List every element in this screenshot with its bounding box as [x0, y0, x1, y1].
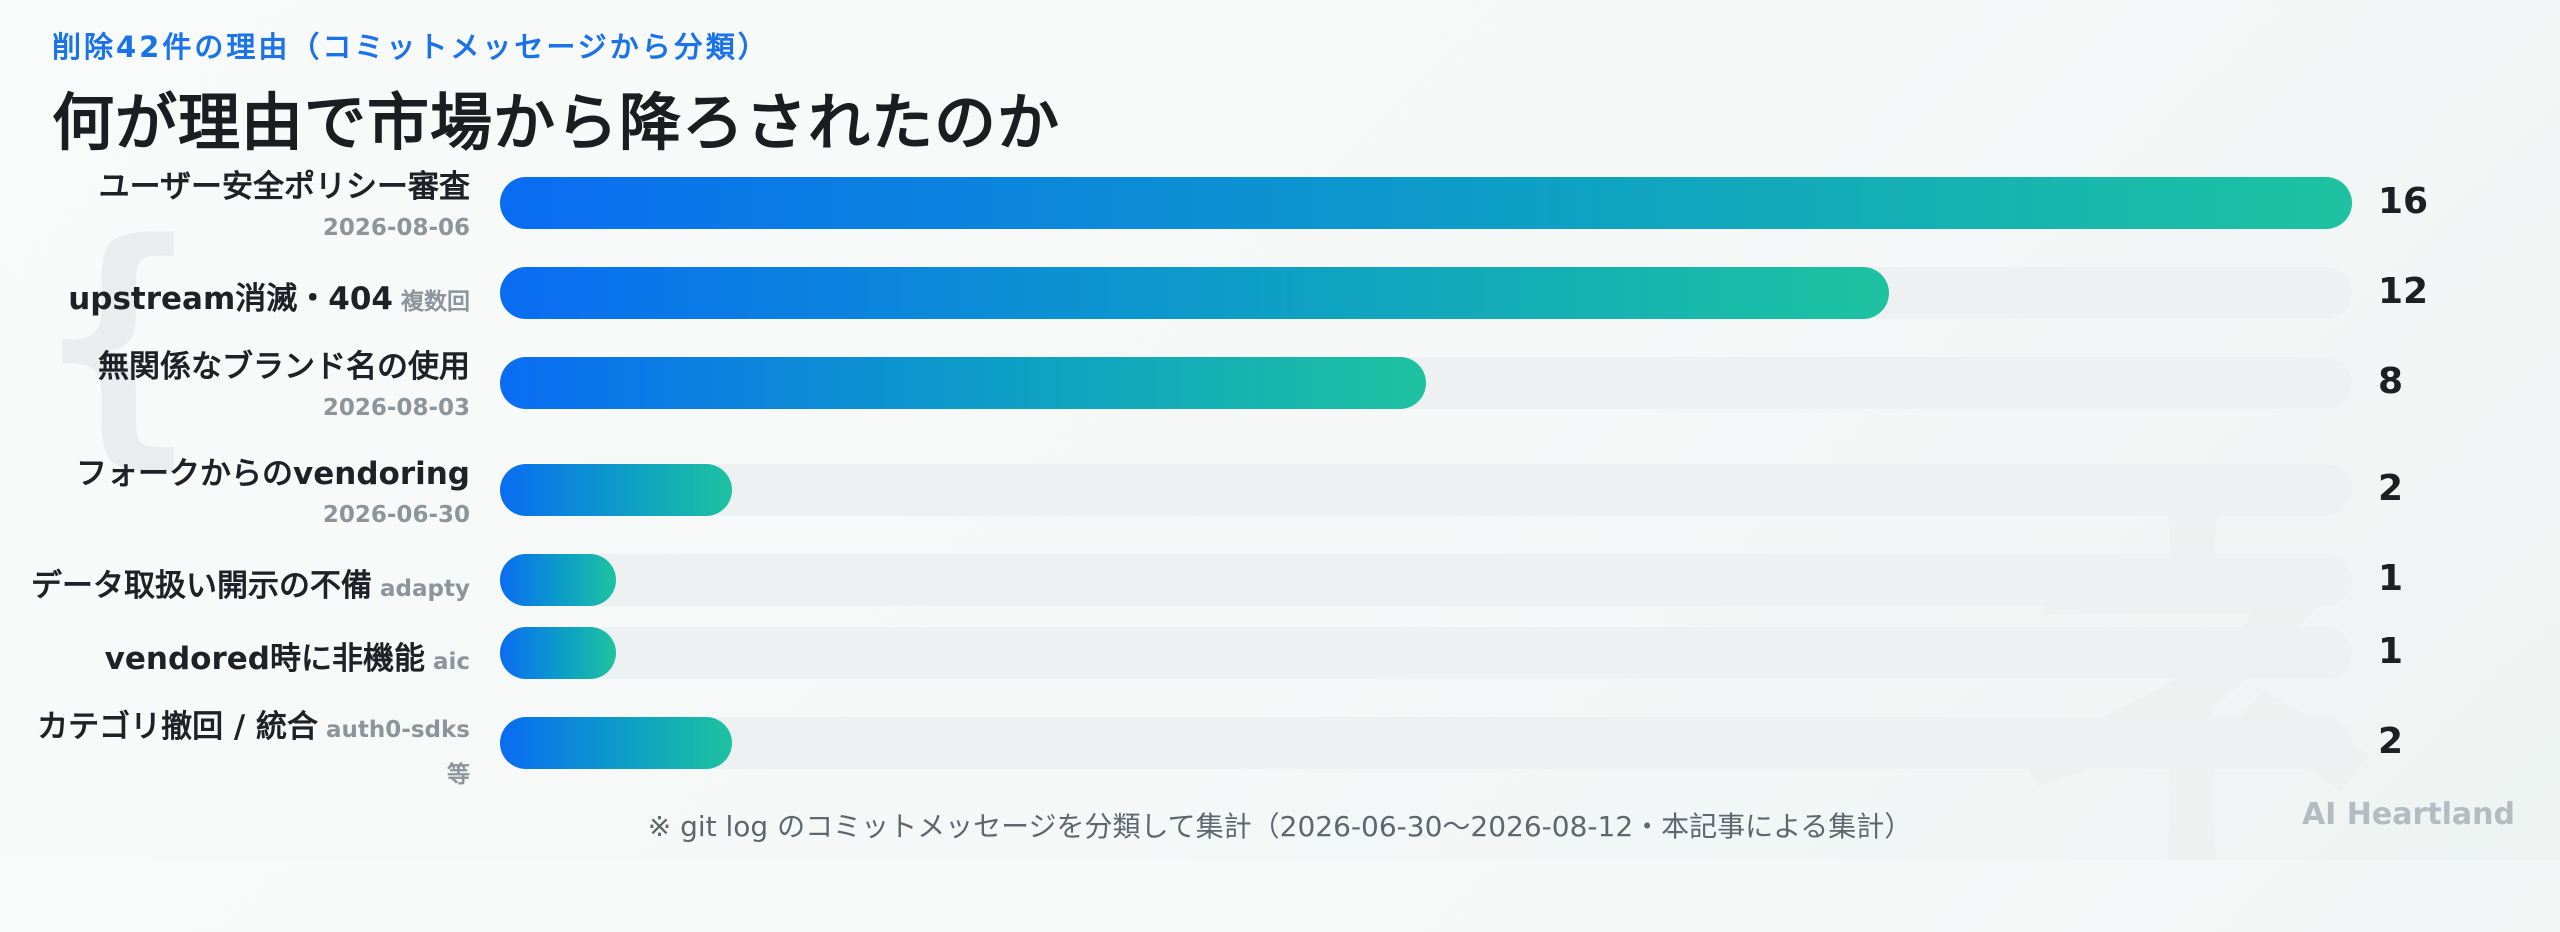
brand-logo: AI Heartland — [2301, 797, 2515, 832]
chart-subtitle: 削除42件の理由（コミットメッセージから分類） — [52, 30, 770, 64]
category-label: カテゴリ撤回 / 統合 auth0-sdks — [37, 701, 470, 746]
bar-track — [500, 177, 2352, 229]
bar-value-label: 2 — [2378, 721, 2404, 762]
category-label: フォークからのvendoring — [76, 448, 470, 493]
category-name: vendored時に非機能 — [104, 641, 425, 677]
category-label: データ取扱い開示の不備 adapty — [31, 560, 470, 605]
bar — [500, 357, 1426, 409]
bar-track — [500, 267, 2352, 319]
bar-track — [500, 554, 2352, 606]
category-label: 無関係なブランド名の使用 — [98, 341, 470, 386]
category-name: データ取扱い開示の不備 — [31, 568, 373, 604]
category-note-cont: 等 — [447, 762, 470, 788]
category-note: 2026-06-30 — [322, 502, 470, 528]
category-note: adapty — [372, 576, 470, 602]
category-name: フォークからのvendoring — [76, 456, 470, 492]
bar-value-label: 12 — [2378, 271, 2429, 312]
bar-value-label: 16 — [2378, 181, 2429, 222]
bar-value-label: 2 — [2378, 468, 2404, 509]
chart-header: 削除42件の理由（コミットメッセージから分類） 何が理由で市場から降ろされたのか — [52, 24, 1060, 162]
bar — [500, 717, 732, 769]
footer-note: ※ git log のコミットメッセージを分類して集計（2026-06-30〜2… — [647, 810, 1913, 843]
category-note: 複数回 — [392, 289, 470, 315]
category-note: 2026-08-03 — [322, 395, 470, 421]
bar — [500, 267, 1889, 319]
bar-track — [500, 357, 2352, 409]
category-note: 2026-08-06 — [322, 215, 470, 241]
bar-value-label: 1 — [2378, 558, 2404, 599]
bar-value-label: 8 — [2378, 361, 2404, 402]
category-note: auth0-sdks — [318, 717, 470, 743]
category-name: 無関係なブランド名の使用 — [98, 349, 470, 385]
bar-track — [500, 627, 2352, 679]
category-name: カテゴリ撤回 / 統合 — [37, 709, 319, 745]
category-label: upstream消滅・404 複数回 — [68, 273, 470, 318]
bar-chart: 2026-08-06 ユーザー安全ポリシー審査 16 upstream消滅・404 複… — [31, 161, 2429, 788]
category-name: ユーザー安全ポリシー審査 — [98, 169, 470, 205]
bar — [500, 177, 2352, 229]
category-name: upstream消滅・404 — [68, 281, 393, 317]
bar — [500, 554, 616, 606]
brace-decoration-icon: { — [40, 189, 197, 491]
bar — [500, 627, 616, 679]
category-note: aic — [424, 649, 470, 675]
category-label: ユーザー安全ポリシー審査 — [99, 161, 470, 206]
bar-track — [500, 717, 2352, 769]
bar-track — [500, 464, 2352, 516]
category-label: vendored時に非機能 aic — [105, 633, 470, 678]
bar-value-label: 1 — [2378, 631, 2404, 672]
chart-title: 何が理由で市場から降ろされたのか — [52, 86, 1061, 159]
bar — [500, 464, 732, 516]
